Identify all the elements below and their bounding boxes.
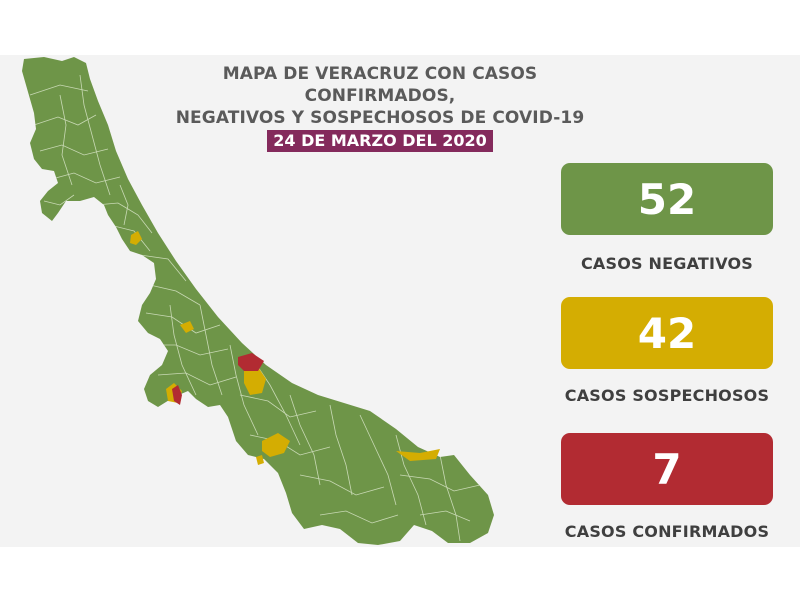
suspected-area-coatzacoalcos <box>396 449 440 461</box>
suspected-cases-label: CASOS SOSPECHOSOS <box>564 386 770 405</box>
suspected-area-north <box>130 231 142 245</box>
veracruz-map <box>22 57 494 545</box>
negative-cases-box: 52 <box>561 163 773 235</box>
negative-cases-label: CASOS NEGATIVOS <box>580 254 754 273</box>
municipal-borders <box>29 74 481 542</box>
title-line-2: NEGATIVOS Y SOSPECHOSOS DE COVID-19 <box>175 108 585 128</box>
date-badge: 24 DE MARZO DEL 2020 <box>267 130 493 152</box>
confirmed-area-west <box>172 385 182 405</box>
suspected-cases-box: 42 <box>561 297 773 369</box>
infographic-poster: MAPA DE VERACRUZ CON CASOS CONFIRMADOS, … <box>0 55 800 547</box>
veracruz-state-shape <box>22 57 494 545</box>
suspected-area-orizaba <box>262 433 290 457</box>
confirmed-cases-box: 7 <box>561 433 773 505</box>
suspected-area-center-north <box>180 321 194 333</box>
confirmed-area-veracruz-port <box>238 353 264 371</box>
suspected-area-xalapa <box>244 367 266 395</box>
title-block: MAPA DE VERACRUZ CON CASOS CONFIRMADOS, … <box>150 63 610 152</box>
suspected-area-south-small <box>256 455 264 465</box>
title-line-1: MAPA DE VERACRUZ CON CASOS CONFIRMADOS, <box>222 64 538 106</box>
confirmed-cases-label: CASOS CONFIRMADOS <box>564 522 770 541</box>
